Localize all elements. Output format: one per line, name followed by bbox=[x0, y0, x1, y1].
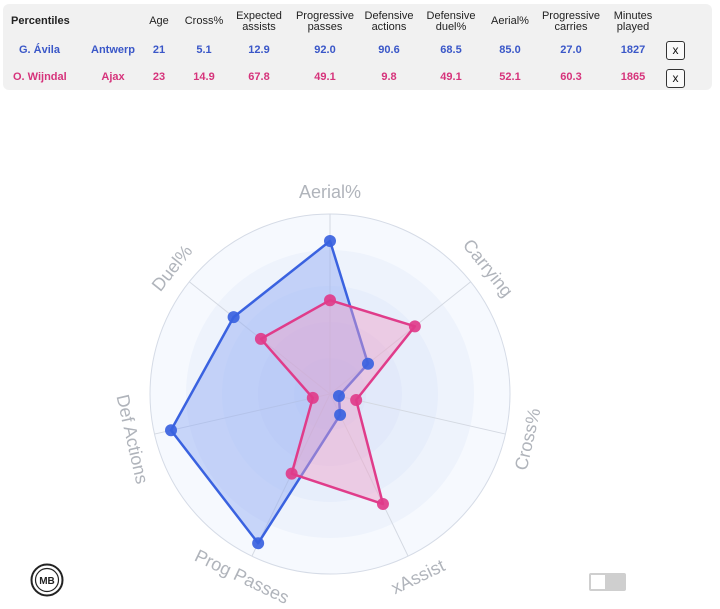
axis-label: Cross% bbox=[511, 406, 545, 472]
value-dd: 49.1 bbox=[440, 71, 462, 83]
radar-axis-line bbox=[329, 393, 409, 557]
data-point[interactable] bbox=[376, 497, 389, 510]
header-da-1: Defensive bbox=[364, 10, 414, 22]
toggle-switch[interactable] bbox=[589, 573, 626, 591]
header-aerial: Aerial% bbox=[491, 15, 529, 27]
data-point[interactable] bbox=[254, 332, 267, 345]
data-point[interactable] bbox=[252, 537, 265, 550]
data-point[interactable] bbox=[334, 408, 347, 421]
data-point[interactable] bbox=[324, 235, 336, 247]
value-age: 23 bbox=[152, 71, 166, 83]
player-name: G. Ávila bbox=[19, 44, 60, 56]
header-xa-1: Expected bbox=[236, 10, 282, 22]
radar-axis-line bbox=[154, 393, 331, 435]
header-pc-1: Progressive bbox=[541, 10, 601, 22]
value-dd: 68.5 bbox=[440, 44, 462, 56]
header-pp-1: Progressive bbox=[295, 10, 355, 22]
value-da: 90.6 bbox=[378, 44, 400, 56]
remove-player-button[interactable]: x bbox=[666, 41, 685, 60]
value-aerial: 85.0 bbox=[499, 44, 521, 56]
header-xa-2: assists bbox=[242, 21, 276, 33]
value-xa: 67.8 bbox=[248, 71, 270, 83]
series-area bbox=[169, 239, 370, 545]
header-cross: Cross% bbox=[184, 15, 224, 27]
value-mp: 1827 bbox=[620, 44, 646, 56]
remove-player-button[interactable]: x bbox=[666, 69, 685, 88]
value-pp: 92.0 bbox=[314, 44, 336, 56]
data-point[interactable] bbox=[227, 311, 240, 324]
header-dd-2: duel% bbox=[435, 21, 467, 33]
header-mp-2: played bbox=[616, 21, 650, 33]
value-pp: 49.1 bbox=[314, 71, 336, 83]
data-point[interactable] bbox=[324, 294, 336, 307]
header-pc-2: carries bbox=[554, 21, 588, 33]
logo-text: MB bbox=[39, 576, 55, 587]
player-name: O. Wijndal bbox=[13, 71, 67, 83]
table-title: Percentiles bbox=[11, 15, 70, 27]
axis-label: Aerial% bbox=[299, 182, 361, 202]
value-aerial: 52.1 bbox=[499, 71, 521, 83]
data-point[interactable] bbox=[285, 467, 298, 480]
header-mp-1: Minutes bbox=[613, 10, 653, 22]
value-pc: 60.3 bbox=[560, 71, 582, 83]
value-da: 9.8 bbox=[381, 71, 397, 83]
header-pp-2: passes bbox=[307, 21, 343, 33]
logo: MB bbox=[30, 563, 64, 597]
toggle-knob bbox=[591, 575, 605, 589]
header-dd-1: Defensive bbox=[426, 10, 476, 22]
header-age: Age bbox=[149, 15, 169, 27]
data-point[interactable] bbox=[306, 391, 319, 404]
team-name: Antwerp bbox=[91, 44, 135, 56]
value-cross: 5.1 bbox=[196, 44, 212, 56]
value-pc: 27.0 bbox=[560, 44, 582, 56]
team-name: Ajax bbox=[101, 71, 125, 83]
value-mp: 1865 bbox=[620, 71, 646, 83]
value-age: 21 bbox=[152, 44, 166, 56]
data-point[interactable] bbox=[361, 357, 374, 370]
data-point[interactable] bbox=[165, 424, 178, 437]
percentiles-table: Percentiles Age Cross% Expected assists … bbox=[3, 4, 712, 90]
axis-label: Def Actions bbox=[112, 393, 152, 486]
axis-label: xAssist bbox=[388, 555, 448, 598]
header-da-2: actions bbox=[371, 21, 407, 33]
value-cross: 14.9 bbox=[193, 71, 215, 83]
data-point[interactable] bbox=[408, 320, 421, 333]
data-point[interactable] bbox=[332, 390, 345, 403]
radar-axis-line bbox=[329, 281, 472, 395]
value-xa: 12.9 bbox=[248, 44, 270, 56]
series-area bbox=[259, 298, 417, 506]
data-point[interactable] bbox=[350, 393, 363, 406]
